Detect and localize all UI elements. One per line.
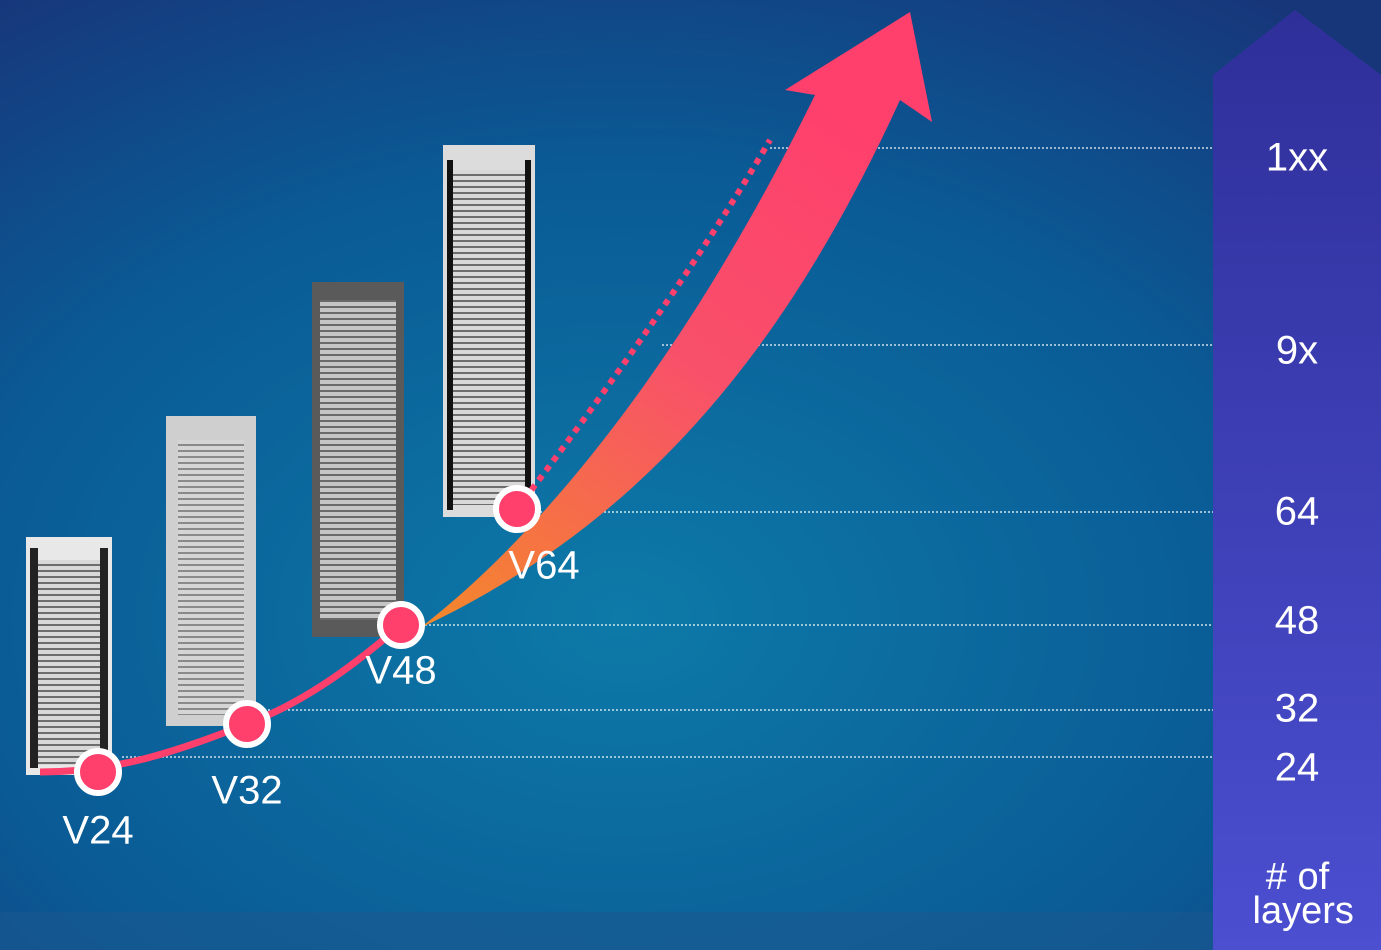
point-label: V24 [62, 809, 133, 853]
points [74, 485, 541, 796]
level-label: 9x [1276, 329, 1318, 373]
footer-band [0, 912, 1381, 950]
level-label: 32 [1275, 687, 1320, 731]
point-label: V48 [365, 649, 436, 693]
growth-arrow [420, 12, 932, 628]
level-label: 24 [1275, 746, 1320, 790]
level-label: 48 [1275, 599, 1320, 643]
projection-line [514, 138, 773, 511]
axis-title-box: # of layers [1252, 860, 1354, 932]
level-lines [122, 147, 1213, 758]
axis-title: # of layers [1252, 860, 1354, 932]
axis-band [1213, 10, 1381, 950]
level-label: 1xx [1266, 136, 1328, 180]
point-label: V64 [508, 544, 579, 588]
chip-images [26, 145, 535, 775]
point-label: V32 [211, 769, 282, 813]
level-label: 64 [1275, 490, 1320, 534]
